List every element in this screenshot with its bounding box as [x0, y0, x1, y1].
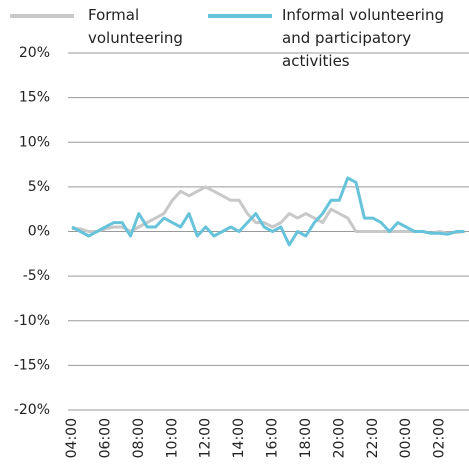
series-line [72, 185, 465, 235]
y-tick-label: -20% [14, 402, 50, 418]
x-tick-label: 08:00 [131, 418, 147, 458]
x-tick-label: 12:00 [198, 418, 214, 458]
x-tick-label: 04:00 [64, 418, 80, 458]
x-tick-label: 16:00 [265, 418, 281, 458]
x-tick-label: 22:00 [365, 418, 381, 458]
legend-label: Formal volunteering [88, 6, 183, 47]
y-tick-label: 10% [19, 134, 50, 150]
y-tick-label: 15% [19, 90, 50, 106]
x-tick-label: 10:00 [164, 418, 180, 458]
legend-label: Informal volunteering and participatory … [282, 6, 444, 70]
y-tick-label: -5% [23, 268, 50, 284]
y-tick-label: 0% [28, 224, 50, 240]
x-tick-label: 06:00 [97, 418, 113, 458]
x-tick-label: 20:00 [331, 418, 347, 458]
y-tick-label: -15% [14, 357, 50, 373]
x-tick-label: 02:00 [432, 418, 448, 458]
x-tick-label: 18:00 [298, 418, 314, 458]
x-tick-label: 14:00 [231, 418, 247, 458]
x-tick-label: 00:00 [398, 418, 414, 458]
y-tick-label: -10% [14, 313, 50, 329]
y-tick-label: 5% [28, 179, 50, 195]
y-tick-label: 20% [19, 45, 50, 61]
series-line [71, 176, 465, 247]
